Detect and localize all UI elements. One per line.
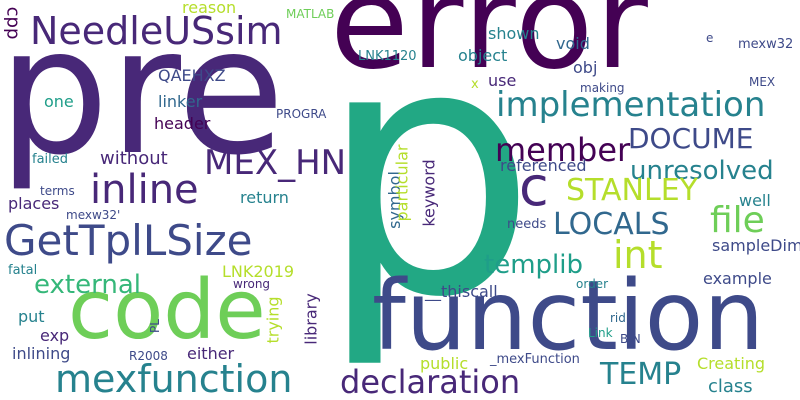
word-object: object [458,46,508,65]
word-keyword: keyword [419,159,439,227]
word-needs: needs [507,217,547,232]
word-linker: linker [158,92,203,111]
word-file: file [710,200,765,241]
word-use: use [488,71,517,90]
word-templib: templib [484,250,583,280]
word-making: making [580,81,625,95]
word-exp: exp [40,326,70,345]
word-reason: reason [182,0,237,17]
word-mexw32-quoted: mexw32' [66,208,121,222]
word-failed: failed [32,152,69,167]
word-cpp: cpp [2,6,24,40]
word-c: c [519,155,549,218]
word-sampledim: sampleDim [712,236,800,255]
word-mexfunction: mexfunction [55,357,293,400]
word-lnk2019: LNK2019 [222,262,295,281]
word-order: order [576,277,608,291]
word-inlining: inlining [12,344,71,363]
word-terms: terms [40,184,75,198]
word-header: header [154,114,211,133]
word-public: public [420,354,469,373]
word-needleussim: NeedleUSsim [30,9,283,53]
word-pre: pre [0,0,285,194]
word-matlab: MATLAB [286,7,335,21]
word-x: x [471,77,479,92]
word-creating: Creating [697,354,766,373]
word-locals: LOCALS [553,207,670,242]
word-wrong: wrong [233,277,271,291]
word-fatal: fatal [8,263,38,278]
word-shown: shown [488,24,540,43]
word-r2008: R2008 [129,349,168,363]
word-stanley: STANLEY [566,173,698,208]
word-external: external [34,270,141,300]
word-places: places [8,194,60,213]
word-particular: particular [392,144,412,222]
word-obj: obj [573,58,598,77]
word-qaehxz: QAEHXZ [158,66,226,85]
word-link: Link [588,326,613,340]
word-implementation: implementation [496,85,766,125]
word-mexw32: mexw32 [738,37,794,52]
word-p: p [318,0,537,373]
word-return: return [240,188,289,207]
word-one: one [44,92,74,111]
word-rid: rid [610,311,626,325]
word-either: either [187,344,235,363]
word-mexfunction-underscore: _mexFunction [490,352,580,367]
word-mex: MEX [749,75,776,89]
word-mex-hn: MEX_HN [204,143,347,183]
word-e: e [706,31,714,45]
word-without: without [100,148,168,169]
word-int: int [613,233,663,277]
word-pl: PL [147,319,162,333]
word-well: well [739,191,771,210]
word-function: function [372,260,765,372]
word-docume: DOCUME [628,122,754,155]
word-example: example [703,269,772,288]
word-referenced: referenced [500,156,587,175]
word-put: put [18,307,45,326]
word-inline: inline [90,167,199,213]
word-library: library [301,293,321,345]
word-code: code [68,263,266,358]
word-error: error [330,0,650,98]
word-thiscall: __thiscall [425,282,498,301]
word-progra: PROGRA [276,107,327,121]
word-gettpllsize: GetTplLSize [4,216,253,265]
word-member: member [495,131,631,169]
word-class: class [708,376,753,397]
word-lnk1120: LNK1120 [358,49,417,64]
word-declaration: declaration [340,363,521,400]
word-temp: TEMP [600,357,682,392]
word-unresolved: unresolved [630,156,774,186]
word-trying: trying [263,296,283,344]
word-bin: BIN [620,332,641,346]
word-void: void [556,34,590,53]
